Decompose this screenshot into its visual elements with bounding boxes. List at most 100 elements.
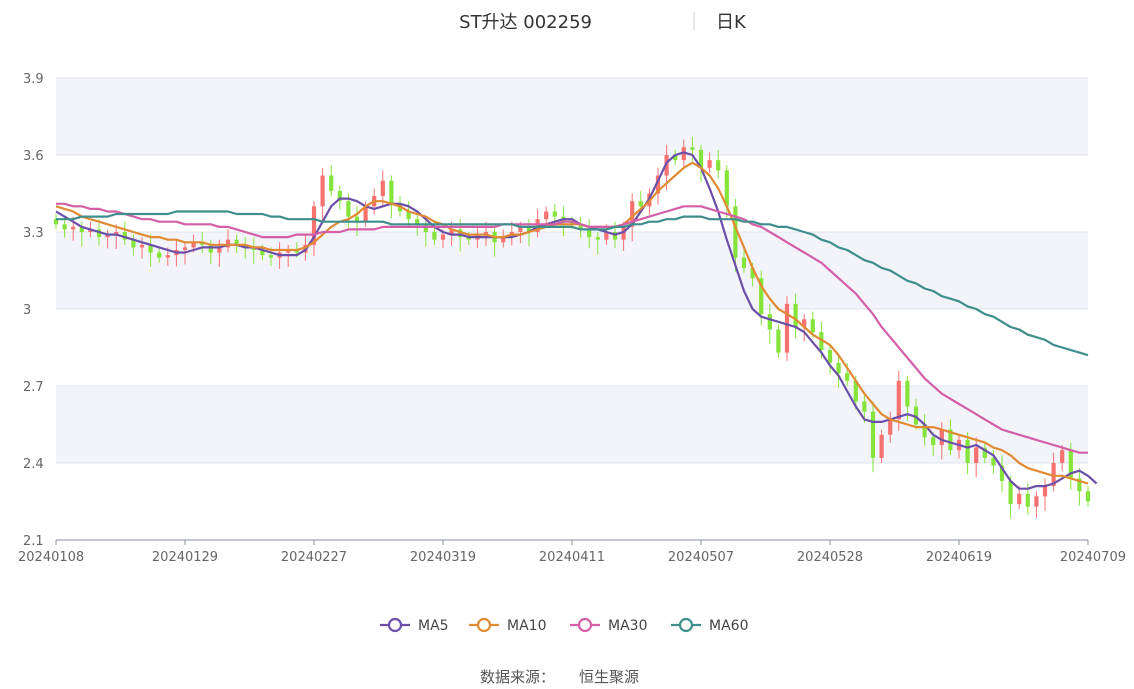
candle-body	[621, 226, 626, 240]
candle-body	[260, 249, 265, 256]
candle-body	[767, 314, 772, 330]
candle-body	[526, 226, 532, 232]
y-tick-label: 3	[23, 303, 31, 318]
candle-body	[311, 206, 317, 245]
candle-body	[389, 180, 394, 204]
candle-body	[578, 224, 583, 230]
legend-label: MA60	[709, 618, 748, 634]
candle-body	[79, 226, 84, 232]
candle-body	[397, 203, 403, 212]
candle-body	[784, 303, 790, 353]
candle-body	[707, 160, 712, 168]
candle-body	[501, 237, 506, 243]
legend-marker	[387, 617, 403, 633]
x-tick-label: 20240319	[410, 550, 476, 565]
y-tick-label: 3.6	[23, 149, 44, 164]
candle-body	[595, 237, 600, 240]
x-tick-label: 20240709	[1060, 550, 1126, 565]
candle-body	[879, 434, 884, 458]
candle-body	[819, 332, 824, 351]
candle-body	[759, 278, 764, 315]
candle-body	[234, 239, 239, 245]
x-tick-label: 20240108	[18, 550, 84, 565]
candle-body	[802, 319, 807, 327]
legend-item-ma60[interactable]: MA60	[671, 617, 748, 634]
candle-body	[423, 224, 428, 232]
candle-body	[896, 380, 901, 420]
candle-body	[458, 229, 463, 238]
candle-body	[655, 175, 661, 194]
plot-band	[56, 78, 1088, 155]
x-tick-label: 20240619	[926, 550, 992, 565]
candle-body	[552, 211, 557, 217]
candle-body	[225, 239, 231, 248]
candle-body	[294, 249, 299, 253]
legend-label: MA30	[608, 618, 647, 634]
candle-body	[664, 155, 669, 176]
candle-body	[329, 175, 334, 191]
ma-line-ma10	[55, 161, 1089, 485]
legend[interactable]: MA5 MA10 MA30 MA60	[380, 617, 748, 634]
candle-body	[612, 232, 618, 240]
plot-band	[56, 463, 1088, 540]
candle-body	[1042, 486, 1048, 497]
candle-body	[1017, 493, 1022, 505]
candle-body	[157, 252, 162, 258]
y-tick-label: 3.3	[23, 226, 44, 241]
legend-marker	[577, 617, 593, 633]
candle-body	[122, 232, 127, 240]
candle-body	[716, 160, 721, 171]
legend-marker	[678, 617, 694, 633]
candle-body	[208, 244, 213, 253]
candle-body	[191, 242, 196, 248]
candle-body	[922, 424, 927, 438]
candle-body	[999, 465, 1005, 481]
candle-body	[733, 206, 738, 258]
candle-body	[286, 249, 291, 253]
ma-line-ma60	[56, 210, 1089, 357]
candle-body	[638, 201, 643, 207]
x-tick-label: 20240507	[668, 550, 734, 565]
legend-marker	[476, 617, 492, 633]
x-tick-label: 20240411	[539, 550, 605, 565]
candle-body	[217, 247, 222, 253]
y-tick-label: 3.9	[23, 72, 44, 87]
candle-body	[931, 437, 936, 446]
legend-item-ma30[interactable]: MA30	[570, 617, 647, 634]
candle-body	[62, 224, 67, 230]
candle-body	[853, 380, 858, 402]
candle-body	[268, 255, 274, 258]
candle-body	[182, 247, 188, 250]
candle-body	[337, 190, 342, 202]
source-value: 恒生聚源	[579, 668, 639, 686]
candle-body	[776, 329, 781, 353]
candle-body	[105, 234, 110, 238]
candle-body	[991, 457, 996, 466]
source-label: 数据来源：	[480, 668, 555, 686]
y-tick-label: 2.7	[23, 380, 44, 395]
candle-body	[939, 429, 944, 446]
candle-body	[982, 447, 987, 458]
legend-item-ma5[interactable]: MA5	[380, 617, 449, 634]
x-tick-label: 20240129	[152, 550, 218, 565]
y-tick-label: 2.4	[23, 457, 44, 472]
candle-body	[965, 439, 970, 463]
candle-body	[793, 303, 798, 327]
candle-body	[380, 180, 385, 197]
candle-body	[518, 226, 523, 232]
legend-label: MA5	[418, 618, 449, 634]
candle-body	[320, 175, 325, 207]
candle-body	[406, 211, 411, 220]
candle-body	[88, 229, 93, 232]
legend-item-ma10[interactable]: MA10	[469, 617, 546, 634]
chart-title: ST升达 002259	[459, 12, 592, 33]
candle-body	[673, 155, 678, 161]
plot-background-bands	[56, 78, 1088, 540]
candle-body	[354, 216, 360, 222]
candle-body	[1008, 480, 1013, 505]
candle-body	[243, 244, 248, 248]
y-axis-ticks: 3.9 3.6 3.3 3 2.7 2.4 2.1	[23, 72, 44, 549]
candle-body	[948, 429, 953, 451]
candle-body	[53, 219, 59, 225]
candle-body	[535, 219, 540, 232]
